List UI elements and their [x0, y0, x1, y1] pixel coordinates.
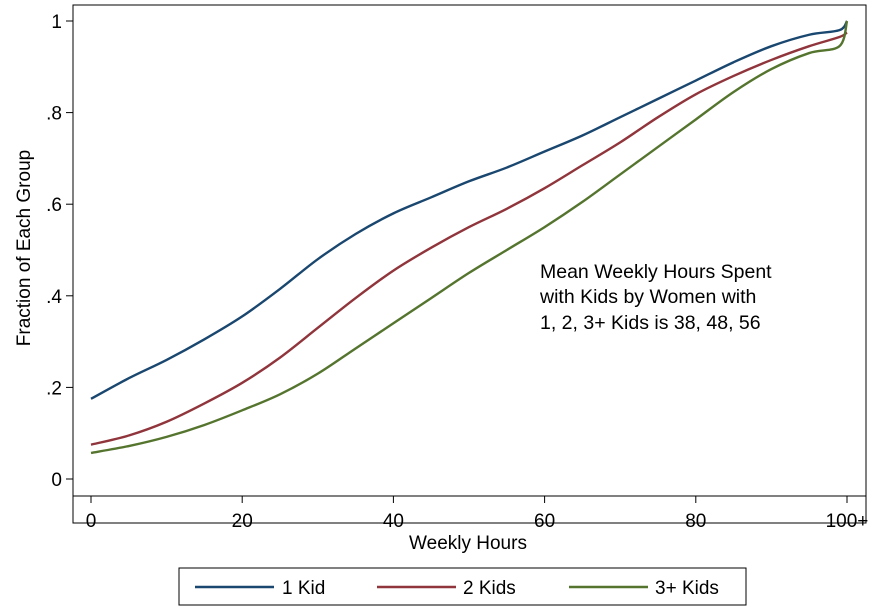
x-tick-label: 40 — [383, 511, 404, 532]
series-lines — [90, 20, 849, 455]
x-tick-label: 20 — [232, 511, 253, 532]
x-tick-label: 60 — [534, 511, 555, 532]
annotation-line-3: 1, 2, 3+ Kids is 38, 48, 56 — [540, 312, 761, 334]
x-ticks: 0 20 40 60 80 100+ — [86, 496, 869, 532]
series-line-3plus-kids — [90, 20, 849, 455]
y-tick-label: 0 — [51, 470, 62, 491]
y-tick-label: .8 — [46, 104, 62, 125]
y-tick-label: .2 — [46, 378, 62, 399]
x-axis-title: Weekly Hours — [409, 533, 527, 554]
annotation-line-2: with Kids by Women with — [539, 286, 756, 308]
y-tick-label: 1 — [51, 12, 62, 33]
y-axis-title: Fraction of Each Group — [14, 150, 35, 346]
series-line-1-kid — [90, 20, 849, 400]
y-ticks: 0 .2 .4 .6 .8 1 — [46, 12, 73, 491]
x-tick-label: 100+ — [826, 511, 869, 532]
legend: 1 Kid 2 Kids 3+ Kids — [178, 567, 747, 606]
y-tick-label: .4 — [46, 287, 62, 308]
x-tick-label: 0 — [86, 511, 97, 532]
y-tick-label: .6 — [46, 195, 62, 216]
x-tick-label: 80 — [685, 511, 706, 532]
legend-label-2-kids: 2 Kids — [463, 578, 516, 599]
annotation-line-1: Mean Weekly Hours Spent — [540, 261, 772, 283]
legend-label-3plus-kids: 3+ Kids — [655, 578, 719, 599]
legend-label-1-kid: 1 Kid — [282, 578, 325, 599]
series-line-2-kids — [90, 31, 848, 446]
